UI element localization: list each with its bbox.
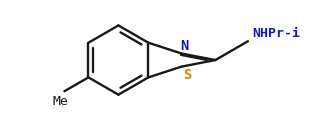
Text: Me: Me: [53, 95, 68, 108]
Text: N: N: [180, 39, 189, 53]
Text: NHPr-i: NHPr-i: [252, 27, 300, 40]
Text: S: S: [183, 68, 191, 82]
